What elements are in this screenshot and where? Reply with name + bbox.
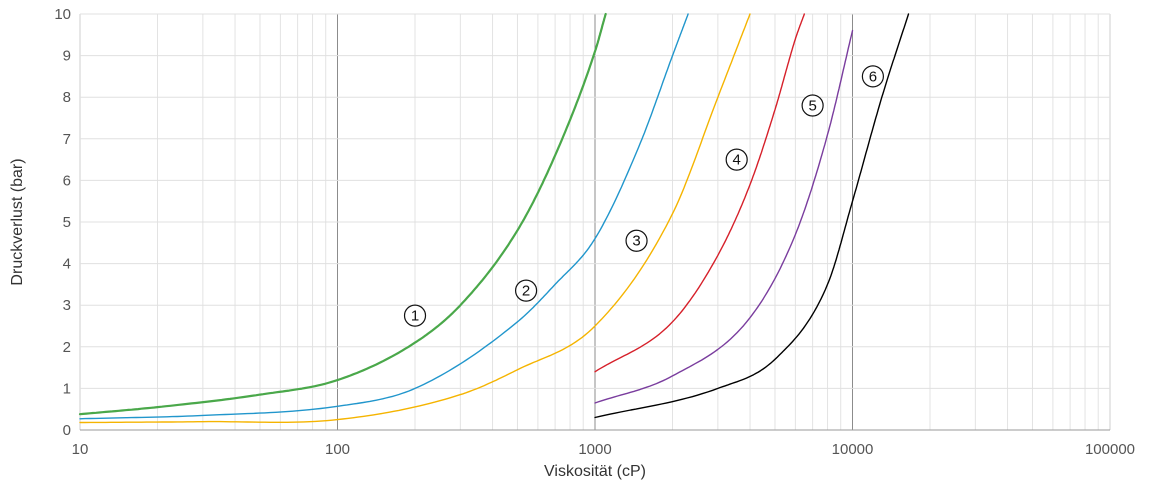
y-tick-label: 9 <box>63 48 71 65</box>
series-marker-circle-2 <box>514 279 538 302</box>
series-line-5 <box>594 29 854 404</box>
series-line-2 <box>79 13 689 420</box>
y-tick-label: 1 <box>63 380 71 397</box>
x-tick-label: 100 <box>325 441 350 458</box>
series-marker-circle-1 <box>403 304 427 327</box>
series-lines <box>78 12 910 424</box>
major-gridlines <box>79 13 1111 431</box>
y-axis-title: Druckverlust (bar) <box>9 158 26 285</box>
y-axis-ticks: 0 1 2 3 4 5 6 7 8 9 10 <box>54 6 71 439</box>
x-axis-title: Viskosität (cP) <box>544 463 646 480</box>
y-tick-label: 6 <box>63 172 71 189</box>
y-tick-label: 0 <box>63 422 71 439</box>
series-marker-label-2: 2 <box>522 283 530 300</box>
y-tick-label: 8 <box>63 89 71 106</box>
series-line-3 <box>79 13 751 424</box>
y-tick-label: 3 <box>63 297 71 314</box>
x-tick-label: 100000 <box>1085 441 1135 458</box>
series-marker-label-6: 6 <box>869 68 877 85</box>
x-tick-label: 10 <box>72 441 89 458</box>
series-line-1 <box>78 12 607 416</box>
series-marker-circle-6 <box>861 65 884 88</box>
series-marker-label-4: 4 <box>733 152 741 169</box>
series-line-6 <box>594 13 910 419</box>
series-markers: 1 2 3 4 5 6 <box>403 65 884 327</box>
y-tick-label: 7 <box>63 131 71 148</box>
series-marker-label-1: 1 <box>411 308 419 325</box>
y-tick-label: 2 <box>63 339 71 356</box>
series-line-4 <box>594 13 805 373</box>
x-axis-ticks: 10 100 1000 10000 100000 <box>72 441 1135 458</box>
y-tick-label: 4 <box>63 256 71 273</box>
series-marker-label-3: 3 <box>632 233 640 250</box>
x-tick-label: 1000 <box>578 441 611 458</box>
x-tick-label: 10000 <box>832 441 874 458</box>
y-tick-label: 10 <box>54 6 71 23</box>
y-tick-label: 5 <box>63 214 71 231</box>
series-marker-circle-4 <box>725 148 748 171</box>
series-marker-circle-3 <box>625 229 648 252</box>
series-marker-circle-5 <box>801 94 824 117</box>
series-marker-label-5: 5 <box>808 98 816 115</box>
